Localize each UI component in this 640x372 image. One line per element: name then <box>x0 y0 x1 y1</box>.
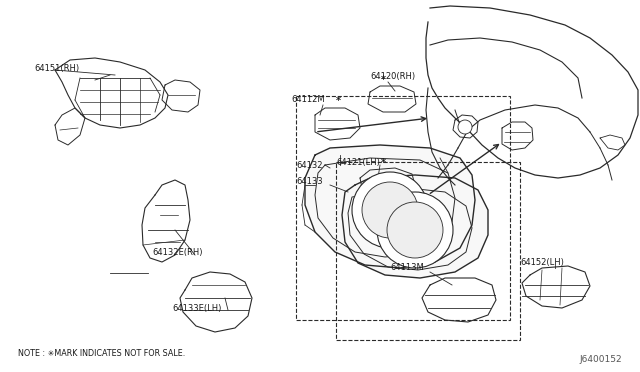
Text: *: * <box>335 96 340 106</box>
Text: 64132: 64132 <box>296 160 323 170</box>
Text: 64151(RH): 64151(RH) <box>34 64 79 73</box>
Circle shape <box>387 202 443 258</box>
Text: 64132E(RH): 64132E(RH) <box>152 247 202 257</box>
Text: 64121(LH): 64121(LH) <box>336 157 380 167</box>
Circle shape <box>352 172 428 248</box>
Text: NOTE : ✳MARK INDICATES NOT FOR SALE.: NOTE : ✳MARK INDICATES NOT FOR SALE. <box>18 349 185 357</box>
Bar <box>296 96 510 320</box>
Bar <box>336 162 520 340</box>
Text: 64133: 64133 <box>296 177 323 186</box>
Text: 64113M: 64113M <box>390 263 424 273</box>
Polygon shape <box>342 175 488 278</box>
Circle shape <box>458 120 472 134</box>
Circle shape <box>377 192 453 268</box>
Text: 64133E(LH): 64133E(LH) <box>172 304 221 312</box>
Text: J6400152: J6400152 <box>579 356 622 365</box>
Text: 64152(LH): 64152(LH) <box>520 257 564 266</box>
Text: *: * <box>381 75 385 85</box>
Text: 64112M: 64112M <box>291 96 324 105</box>
Text: 64120(RH): 64120(RH) <box>370 71 415 80</box>
Circle shape <box>362 182 418 238</box>
Polygon shape <box>305 145 475 268</box>
Text: *: * <box>381 158 385 168</box>
